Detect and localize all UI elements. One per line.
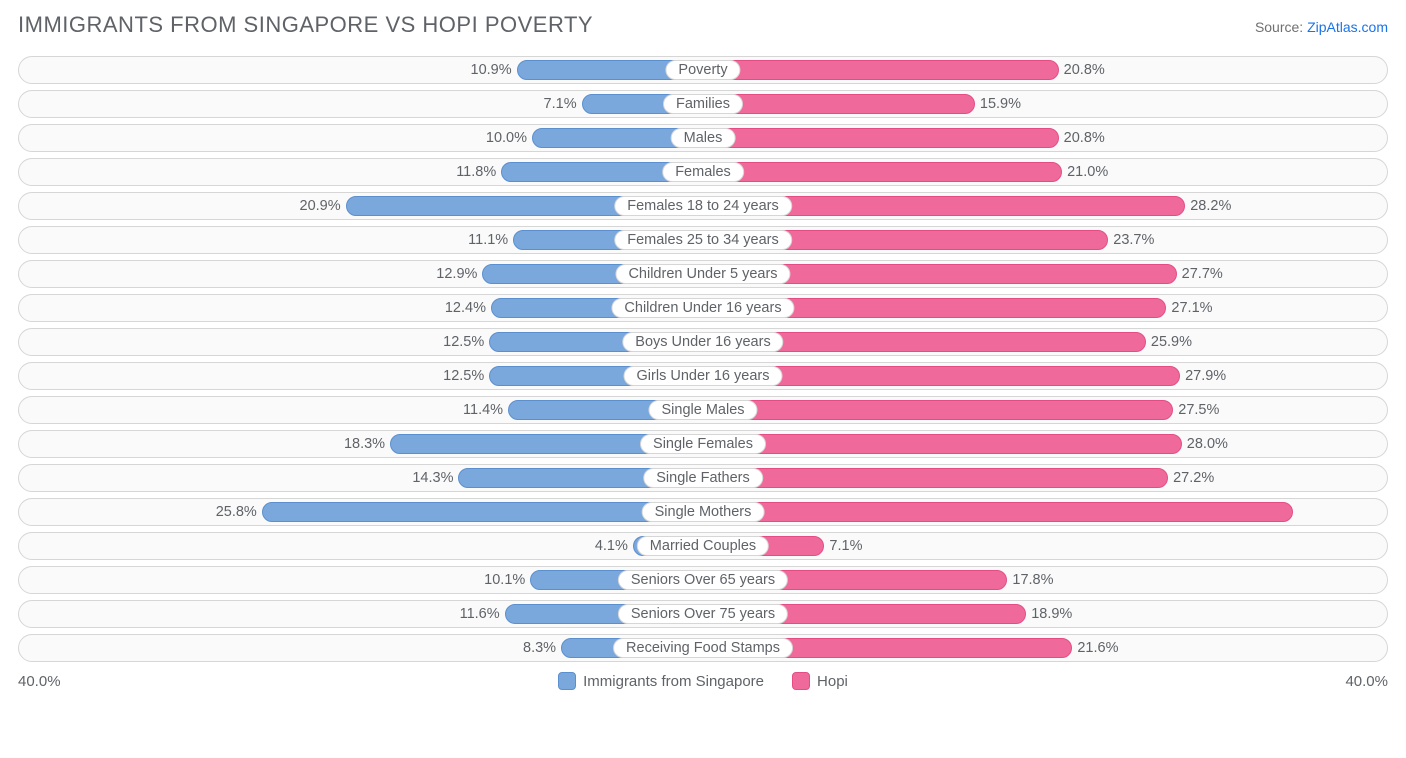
value-right: 28.2% — [1190, 198, 1231, 214]
category-label: Receiving Food Stamps — [613, 638, 793, 658]
page-title: IMMIGRANTS FROM SINGAPORE VS HOPI POVERT… — [18, 12, 593, 38]
value-right: 20.8% — [1064, 130, 1105, 146]
value-left: 11.1% — [468, 232, 508, 248]
category-label: Single Mothers — [642, 502, 765, 522]
category-label: Seniors Over 65 years — [618, 570, 788, 590]
bar-right: 28.0% — [703, 434, 1182, 454]
category-label: Single Females — [640, 434, 766, 454]
value-right: 18.9% — [1031, 606, 1072, 622]
source-attribution: Source: ZipAtlas.com — [1255, 19, 1388, 35]
chart-row: 10.9%20.8%Poverty — [18, 56, 1388, 84]
value-left: 18.3% — [344, 436, 385, 452]
category-label: Males — [671, 128, 736, 148]
bar-left: 25.8% — [262, 502, 703, 522]
legend-label-right: Hopi — [817, 673, 848, 690]
chart-row: 18.3%28.0%Single Females — [18, 430, 1388, 458]
bar-right: 20.8% — [703, 128, 1059, 148]
chart-row: 4.1% 7.1% Married Couples — [18, 532, 1388, 560]
value-right: 21.6% — [1077, 640, 1118, 656]
category-label: Single Males — [648, 400, 757, 420]
category-label: Girls Under 16 years — [624, 366, 783, 386]
category-label: Children Under 5 years — [615, 264, 790, 284]
value-left: 11.8% — [456, 164, 496, 180]
legend: Immigrants from Singapore Hopi — [558, 672, 848, 690]
bar-right: 20.8% — [703, 60, 1059, 80]
value-left: 8.3% — [523, 640, 556, 656]
category-label: Families — [663, 94, 743, 114]
value-right: 27.1% — [1171, 300, 1212, 316]
source-link[interactable]: ZipAtlas.com — [1307, 19, 1388, 35]
value-right: 28.0% — [1187, 436, 1228, 452]
category-label: Children Under 16 years — [611, 298, 794, 318]
category-label: Boys Under 16 years — [622, 332, 783, 352]
chart-row: 14.3%27.2%Single Fathers — [18, 464, 1388, 492]
chart-row: 10.0%20.8%Males — [18, 124, 1388, 152]
chart-row: 11.8%21.0%Females — [18, 158, 1388, 186]
value-right: 15.9% — [980, 96, 1021, 112]
value-left: 11.4% — [463, 402, 503, 418]
chart-row: 12.9% 27.7% Children Under 5 years — [18, 260, 1388, 288]
bar-right: 27.5% — [703, 400, 1173, 420]
value-right: 21.0% — [1067, 164, 1108, 180]
value-right: 27.5% — [1178, 402, 1219, 418]
legend-item-left: Immigrants from Singapore — [558, 672, 764, 690]
chart-row: 8.3% 21.6% Receiving Food Stamps — [18, 634, 1388, 662]
value-left: 4.1% — [595, 538, 628, 554]
value-left: 7.1% — [544, 96, 577, 112]
bar-right: 21.0% — [703, 162, 1062, 182]
value-right: 25.9% — [1151, 334, 1192, 350]
value-right: 27.9% — [1185, 368, 1226, 384]
category-label: Females 18 to 24 years — [614, 196, 792, 216]
category-label: Females — [662, 162, 744, 182]
value-left: 10.1% — [484, 572, 525, 588]
value-left: 11.6% — [460, 606, 500, 622]
legend-swatch-left — [558, 672, 576, 690]
value-right: 27.7% — [1182, 266, 1223, 282]
bar-right: 27.2% — [703, 468, 1168, 488]
axis-max-left: 40.0% — [18, 673, 61, 690]
value-left: 10.0% — [486, 130, 527, 146]
chart-row: 10.1% 17.8% Seniors Over 65 years — [18, 566, 1388, 594]
chart-row: 12.5% 27.9% Girls Under 16 years — [18, 362, 1388, 390]
value-left: 12.4% — [445, 300, 486, 316]
value-left: 12.9% — [436, 266, 477, 282]
category-label: Single Fathers — [643, 468, 763, 488]
chart-row: 11.6% 18.9% Seniors Over 75 years — [18, 600, 1388, 628]
chart-row: 7.1%15.9%Families — [18, 90, 1388, 118]
value-left: 14.3% — [412, 470, 453, 486]
legend-swatch-right — [792, 672, 810, 690]
value-left: 10.9% — [471, 62, 512, 78]
category-label: Females 25 to 34 years — [614, 230, 792, 250]
legend-label-left: Immigrants from Singapore — [583, 673, 764, 690]
value-left: 12.5% — [443, 334, 484, 350]
bar-right: 15.9% — [703, 94, 975, 114]
value-right: 7.1% — [829, 538, 862, 554]
value-left: 12.5% — [443, 368, 484, 384]
chart-row: 11.4%27.5%Single Males — [18, 396, 1388, 424]
category-label: Poverty — [665, 60, 740, 80]
chart-row: 12.5% 25.9% Boys Under 16 years — [18, 328, 1388, 356]
value-right: 20.8% — [1064, 62, 1105, 78]
chart-row: 20.9% 28.2% Females 18 to 24 years — [18, 192, 1388, 220]
legend-item-right: Hopi — [792, 672, 848, 690]
chart-row: 11.1% 23.7% Females 25 to 34 years — [18, 226, 1388, 254]
chart-rows: 10.9%20.8%Poverty7.1%15.9%Families10.0%2… — [18, 56, 1388, 662]
chart-row: 25.8%34.5%Single Mothers — [18, 498, 1388, 526]
value-left: 20.9% — [300, 198, 341, 214]
category-label: Seniors Over 75 years — [618, 604, 788, 624]
value-right: 23.7% — [1113, 232, 1154, 248]
axis-max-right: 40.0% — [1345, 673, 1388, 690]
value-right: 17.8% — [1012, 572, 1053, 588]
value-right: 27.2% — [1173, 470, 1214, 486]
source-prefix: Source: — [1255, 19, 1307, 35]
value-left: 25.8% — [216, 504, 257, 520]
bar-right: 34.5% — [703, 502, 1293, 522]
category-label: Married Couples — [637, 536, 769, 556]
chart-row: 12.4% 27.1% Children Under 16 years — [18, 294, 1388, 322]
